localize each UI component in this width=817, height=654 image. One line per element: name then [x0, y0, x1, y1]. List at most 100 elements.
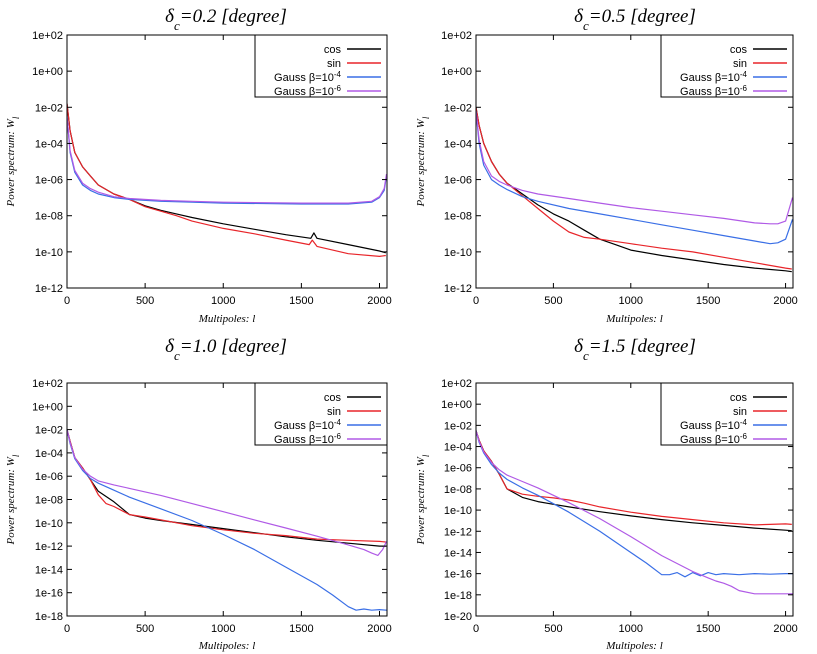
legend-label: sin	[327, 406, 341, 418]
legend-box	[254, 382, 388, 446]
legend-label: Gauss β=10-6	[680, 432, 748, 447]
y-tick-label: 1e-06	[444, 463, 472, 475]
y-tick-label: 1e-02	[444, 420, 472, 432]
legend-label: Gauss β=10-4	[680, 418, 748, 433]
y-tick-label: 1e+02	[32, 30, 63, 42]
legend-label: cos	[730, 392, 748, 404]
title-subscript: c	[174, 348, 180, 363]
y-axis-label-subscript: l	[11, 116, 21, 119]
legend-label: sin	[733, 58, 747, 70]
legend-label-superscript: -4	[740, 418, 748, 427]
y-tick-label: 1e-12	[444, 526, 472, 538]
title-subscript: c	[583, 18, 589, 33]
y-tick-label: 1e+02	[441, 30, 472, 42]
legend-label-superscript: -4	[740, 70, 748, 79]
legend-label-superscript: -6	[740, 432, 748, 441]
y-tick-label: 1e-16	[35, 588, 63, 600]
x-axis-label: Multipoles: l	[198, 313, 256, 325]
legend-label-text: Gauss β=10	[680, 86, 740, 98]
title-symbol: δ	[165, 6, 175, 27]
x-tick-label: 1500	[696, 623, 720, 635]
legend-label-text: Gauss β=10	[274, 86, 334, 98]
title-text: =1.0 [degree]	[180, 336, 287, 357]
legend-label-superscript: -6	[334, 84, 342, 93]
y-tick-label: 1e-02	[444, 102, 472, 114]
legend-label-text: cos	[730, 392, 748, 404]
y-tick-label: 1e+00	[441, 66, 472, 78]
legend-label-text: sin	[327, 58, 341, 70]
plot-frame	[66, 34, 388, 289]
y-tick-label: 1e-08	[444, 484, 472, 496]
series-line-gauss-m6	[476, 430, 793, 595]
series-line-gauss-m6	[67, 429, 387, 557]
title-symbol: δ	[574, 6, 584, 27]
legend-label: Gauss β=10-4	[680, 70, 748, 85]
y-tick-label: 1e-10	[35, 247, 63, 259]
chart-title: δc=1.0 [degree]	[165, 336, 287, 363]
series-line-gauss-m4	[476, 110, 793, 245]
y-axis-label: Power spectrum: Wl	[5, 454, 21, 545]
legend-label-superscript: -6	[334, 432, 342, 441]
y-tick-label: 1e-04	[444, 442, 472, 454]
y-tick-label: 1e+00	[32, 66, 63, 78]
y-tick-label: 1e-14	[444, 547, 472, 559]
y-tick-label: 1e+00	[441, 399, 472, 411]
legend-box	[254, 34, 388, 98]
series-line-cos	[67, 103, 386, 254]
series-line-gauss-m4	[476, 430, 793, 578]
legend-label-text: Gauss β=10	[680, 72, 740, 84]
chart-title: δc=0.2 [degree]	[165, 6, 287, 33]
y-tick-label: 1e-18	[35, 611, 63, 623]
legend-label-text: Gauss β=10	[274, 72, 334, 84]
legend-label-text: sin	[733, 406, 747, 418]
y-tick-label: 1e-06	[35, 471, 63, 483]
legend-label-text: cos	[730, 44, 748, 56]
y-tick-label: 1e-10	[444, 247, 472, 259]
y-axis-label-subscript: l	[11, 454, 21, 457]
x-tick-label: 1000	[619, 295, 643, 307]
legend-label-superscript: -6	[740, 84, 748, 93]
x-tick-label: 0	[64, 295, 70, 307]
legend-label: sin	[327, 58, 341, 70]
legend-label: Gauss β=10-4	[274, 418, 342, 433]
series-line-sin	[67, 103, 386, 257]
title-text: =1.5 [degree]	[589, 336, 696, 357]
y-tick-label: 1e-08	[35, 211, 63, 223]
x-axis-label: Multipoles: l	[605, 640, 663, 652]
x-tick-label: 0	[473, 295, 479, 307]
title-text: =0.2 [degree]	[180, 6, 287, 27]
chart-panel-3: δc=1.0 [degree] 0 500 1000 1500 2000 1e-18 1e-1…	[5, 336, 392, 652]
title-subscript: c	[583, 348, 589, 363]
series-line-gauss-m4	[67, 116, 387, 205]
legend-label: cos	[324, 392, 342, 404]
y-tick-label: 1e-02	[35, 425, 63, 437]
title-text: =0.5 [degree]	[589, 6, 696, 27]
y-axis-label-text: Power spectrum: W	[5, 118, 17, 207]
series-line-gauss-m4	[67, 429, 387, 611]
y-axis-label: Power spectrum: Wl	[415, 116, 431, 207]
chart-title: δc=0.5 [degree]	[574, 6, 696, 33]
legend-label: Gauss β=10-4	[274, 70, 342, 85]
x-tick-label: 2000	[367, 295, 391, 307]
x-tick-label: 1500	[696, 295, 720, 307]
legend-label-text: cos	[324, 392, 342, 404]
y-tick-label: 1e+00	[32, 401, 63, 413]
y-tick-label: 1e-08	[444, 211, 472, 223]
x-tick-label: 500	[544, 295, 562, 307]
y-tick-label: 1e-14	[35, 564, 63, 576]
x-tick-label: 500	[544, 623, 562, 635]
legend-box	[660, 382, 794, 446]
series-line-cos	[476, 107, 792, 273]
x-tick-label: 2000	[773, 623, 797, 635]
legend-box	[660, 34, 794, 98]
chart-title: δc=1.5 [degree]	[574, 336, 696, 363]
y-tick-label: 1e-10	[35, 518, 63, 530]
legend-label-superscript: -4	[334, 70, 342, 79]
series-line-sin	[476, 107, 792, 270]
x-tick-label: 1000	[619, 623, 643, 635]
y-tick-label: 1e-04	[35, 138, 63, 150]
